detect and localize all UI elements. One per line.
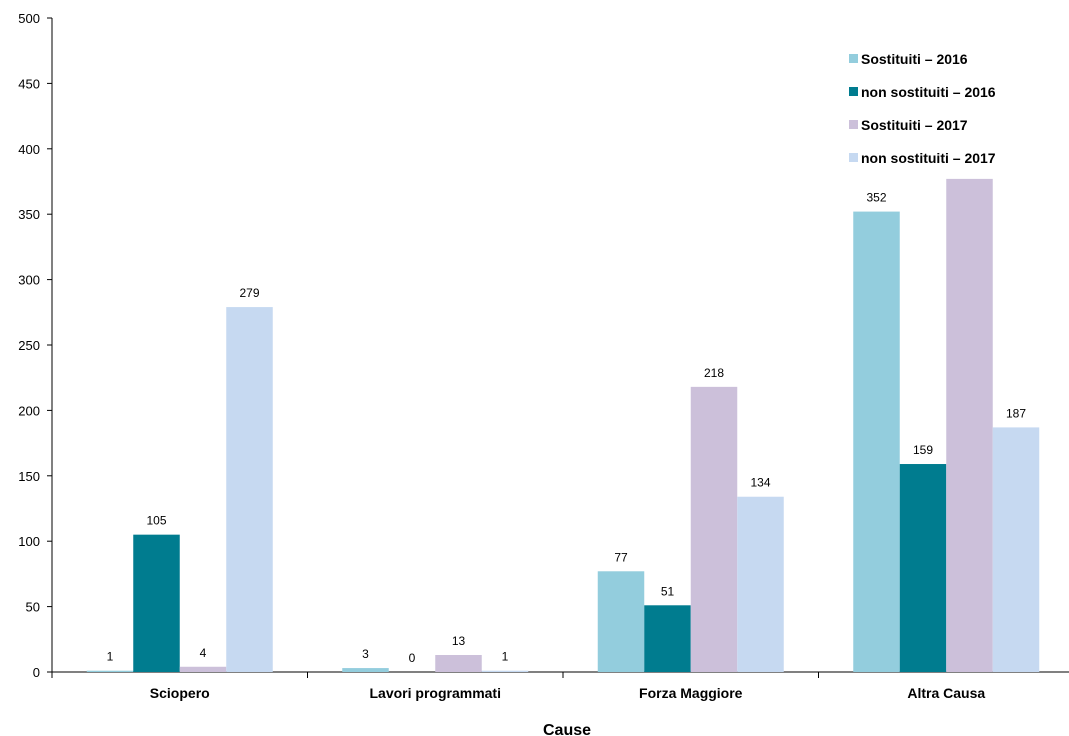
data-label: 3 [362, 647, 369, 661]
y-tick-label: 350 [18, 207, 40, 222]
x-category-label: Lavori programmati [370, 685, 501, 701]
legend-label: non sostituiti – 2016 [861, 84, 996, 100]
y-tick-label: 500 [18, 11, 40, 26]
data-label: 51 [661, 584, 675, 598]
bar [435, 654, 482, 672]
bar [992, 427, 1040, 672]
legend: Sostituiti – 2016 non sostituiti – 2016 So… [849, 51, 996, 166]
legend-label: Sostituiti – 2016 [861, 51, 968, 67]
data-label: 13 [452, 634, 466, 648]
data-label: 0 [409, 651, 416, 665]
bar [853, 211, 900, 673]
data-label: 279 [239, 286, 259, 300]
x-axis: Sciopero Lavori programmati Forza Maggiore… [51, 671, 1069, 701]
y-tick-label: 0 [33, 665, 40, 680]
y-tick-label: 200 [18, 403, 40, 418]
y-tick-label: 300 [18, 273, 40, 288]
data-label: 77 [614, 550, 628, 564]
legend-label: Sostituiti – 2017 [861, 117, 968, 133]
data-label: 105 [146, 514, 166, 528]
legend-swatch [849, 54, 858, 63]
bar [597, 571, 645, 672]
data-label: 134 [750, 476, 770, 490]
x-category-label: Sciopero [150, 685, 210, 701]
bar [481, 670, 529, 672]
y-tick-label: 400 [18, 142, 40, 157]
bar [342, 668, 389, 672]
bar [226, 307, 273, 672]
data-label: 4 [200, 646, 207, 660]
y-tick-label: 50 [26, 600, 40, 615]
y-tick-label: 450 [18, 76, 40, 91]
bar [899, 464, 947, 672]
y-tick-label: 100 [18, 534, 40, 549]
bars [86, 178, 1040, 673]
bar [644, 605, 691, 672]
data-label: 218 [704, 366, 724, 380]
data-label: 159 [913, 443, 933, 457]
legend-swatch [849, 120, 858, 129]
x-axis-title: Cause [543, 722, 591, 736]
bar [690, 386, 738, 672]
legend-label: non sostituiti – 2017 [861, 150, 996, 166]
y-tick-label: 250 [18, 338, 40, 353]
legend-swatch [849, 153, 858, 162]
y-tick-label: 150 [18, 469, 40, 484]
data-label: 1 [502, 650, 509, 664]
x-category-label: Altra Causa [907, 685, 985, 701]
legend-swatch [849, 87, 858, 96]
data-label: 352 [866, 191, 886, 205]
data-label: 187 [1006, 406, 1026, 420]
bar [179, 666, 227, 672]
bar [946, 178, 993, 672]
data-label: 1 [107, 650, 114, 664]
bar [737, 496, 784, 672]
y-axis: 0 50 100 150 200 250 300 350 400 450 500 [18, 11, 53, 680]
bar [133, 534, 180, 672]
x-category-label: Forza Maggiore [639, 685, 743, 701]
bar [86, 670, 134, 672]
